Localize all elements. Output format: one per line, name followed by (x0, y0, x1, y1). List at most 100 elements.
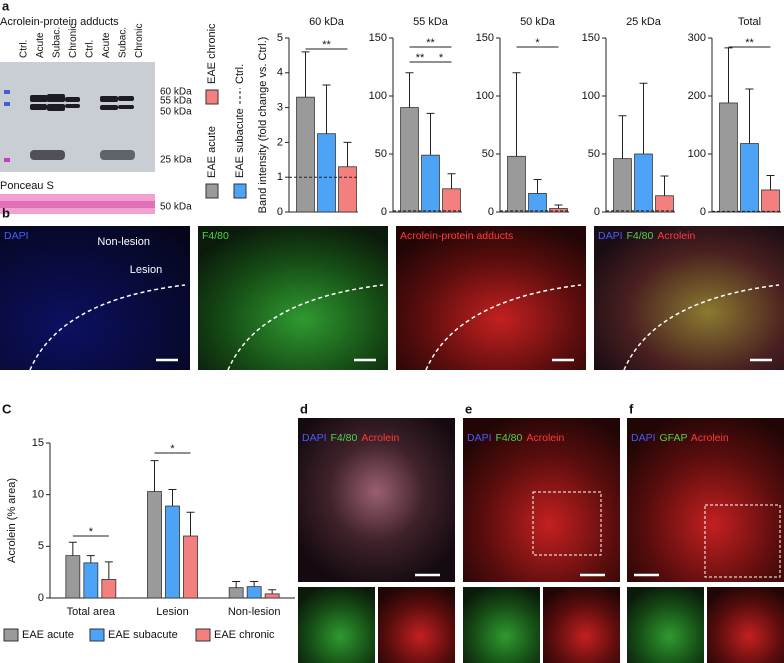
error-bar (533, 179, 542, 194)
error-bar (745, 88, 754, 144)
lane-label: Chronic (68, 24, 79, 58)
chart-title: 50 kDa (520, 16, 556, 28)
bar (719, 102, 738, 213)
y-tick-label: 100 (369, 90, 387, 102)
image-d-green (298, 587, 375, 663)
bar (442, 188, 461, 213)
legend-swatch (195, 628, 211, 642)
chart-title: 25 kDa (626, 16, 662, 28)
label-part: Acrolein (361, 432, 399, 444)
bar (65, 555, 81, 599)
lesion-borders (29, 284, 780, 371)
image-label: Acrolein-protein adducts (400, 230, 513, 242)
y-tick-label: 50 (588, 148, 600, 160)
blot-bands (30, 94, 135, 160)
y-tick-label: 50 (375, 148, 387, 160)
legend-label: Ctrl. (234, 64, 246, 84)
panel-label: f (629, 401, 634, 416)
bar (507, 155, 526, 213)
image-label: DAPI F4/80 Acrolein (302, 432, 399, 444)
image-d-red (378, 587, 455, 663)
image-e-green (463, 587, 540, 663)
error-bar (724, 47, 733, 103)
sig-label: * (439, 52, 444, 64)
image-f (627, 418, 784, 582)
panel-label: a (2, 0, 10, 13)
image-acrolein (396, 226, 586, 370)
bar (655, 195, 674, 213)
lane-label: Chronic (134, 24, 145, 58)
panel-label: b (2, 205, 10, 220)
y-tick-label: 4 (277, 67, 283, 79)
lane-label: Subac. (118, 27, 129, 58)
y-tick-label: 150 (476, 32, 494, 44)
sig-label: ** (426, 37, 435, 49)
legend-label: EAE chronic (214, 629, 275, 641)
error-bar (426, 112, 435, 156)
bar (296, 96, 315, 213)
y-axis-label: Band intensity (fold change vs. Ctrl.) (257, 37, 269, 214)
ponceau-title: Ponceau S (0, 180, 54, 192)
bar (228, 587, 244, 599)
label-part: Acrolein-protein adducts (400, 230, 513, 242)
error-bar (86, 555, 95, 563)
marker-label: 55 kDa (160, 96, 192, 107)
image-merge (594, 226, 784, 370)
region-label: Non-lesion (97, 236, 150, 248)
label-part: F4/80 (202, 230, 229, 242)
error-bar (186, 511, 195, 536)
marker-label: 50 kDa (160, 107, 192, 118)
blot-title: Acrolein-protein adducts (0, 16, 119, 28)
label-part: DAPI (467, 432, 492, 444)
chart-title: 60 kDa (309, 16, 345, 28)
region-label: Lesion (130, 264, 162, 276)
y-tick-label: 0 (700, 206, 706, 218)
label-part: GFAP (660, 432, 688, 444)
label-part: Acrolein (526, 432, 564, 444)
legend-swatch (205, 89, 219, 105)
legend-swatch (3, 628, 19, 642)
image-label: DAPI F4/80 Acrolein (598, 230, 695, 242)
error-bar (639, 82, 648, 154)
chart-title: 55 kDa (413, 16, 449, 28)
legend-label: EAE subacute (234, 108, 246, 178)
error-bar (250, 580, 259, 587)
panel-label: e (465, 401, 472, 416)
error-bar (447, 173, 456, 189)
error-bar (554, 204, 563, 209)
bar (83, 562, 99, 599)
sig-label: * (89, 526, 94, 538)
image-f480 (198, 226, 388, 370)
legend-swatch (233, 183, 247, 199)
error-bar (322, 84, 331, 134)
error-bar (343, 141, 352, 167)
legend-label: EAE acute (22, 629, 74, 641)
bar (183, 535, 198, 599)
y-tick-label: 100 (688, 148, 706, 160)
bar (549, 208, 568, 213)
bar (740, 143, 759, 213)
legend-label: EAE subacute (108, 629, 178, 641)
ladder (4, 90, 10, 94)
label-part: DAPI (631, 432, 656, 444)
y-tick-label: 200 (688, 90, 706, 102)
inset-boxes (532, 491, 781, 578)
ponceau-band (0, 201, 155, 208)
error-bar (512, 72, 521, 157)
bar (761, 189, 780, 213)
image-label: DAPI F4/80 Acrolein (467, 432, 564, 444)
x-tick-label: Non-lesion (228, 606, 281, 618)
bar (246, 586, 262, 599)
x-tick-label: Lesion (156, 606, 188, 618)
label-part: Acrolein (691, 432, 729, 444)
y-tick-label: 10 (32, 489, 44, 501)
error-bar (618, 115, 627, 159)
legend-swatch (205, 183, 219, 199)
y-tick-label: 100 (476, 90, 494, 102)
lane-label: Acute (35, 32, 46, 58)
ladder (4, 158, 10, 162)
y-tick-label: 0 (381, 206, 387, 218)
error-bar (301, 51, 310, 98)
legend-label: EAE chronic (206, 23, 218, 84)
marker-label: 60 kDa (160, 87, 192, 98)
